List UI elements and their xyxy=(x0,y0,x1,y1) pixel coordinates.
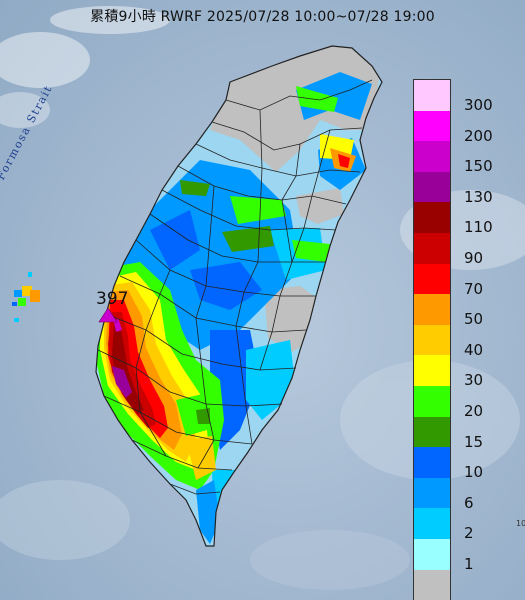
legend-level-label: 15 xyxy=(464,432,484,451)
legend-swatch xyxy=(414,508,450,539)
rainfall-legend xyxy=(413,79,451,600)
legend-swatch xyxy=(414,569,450,600)
legend-level-label: 2 xyxy=(464,524,474,543)
legend-swatch xyxy=(414,294,450,325)
legend-swatch xyxy=(414,141,450,172)
legend-swatch xyxy=(414,538,450,570)
legend-swatch xyxy=(414,80,450,111)
legend-level-label: 70 xyxy=(464,279,484,298)
max-rainfall-value: 397 xyxy=(96,289,129,309)
legend-swatch xyxy=(414,202,450,233)
legend-swatch xyxy=(414,171,450,203)
legend-swatch xyxy=(414,324,450,356)
legend-level-label: 20 xyxy=(464,402,484,420)
legend-swatch xyxy=(414,232,450,264)
penghu-islands xyxy=(12,272,40,322)
legend-level-label: 300 xyxy=(464,96,493,114)
satellite-cloud-layer xyxy=(0,6,525,590)
legend-level-label: 30 xyxy=(464,371,484,390)
legend-level-label: 10 xyxy=(464,463,484,482)
max-rainfall-marker-icon xyxy=(98,307,118,323)
legend-level-label: 130 xyxy=(464,187,493,206)
legend-swatch xyxy=(414,355,450,386)
legend-swatch xyxy=(414,110,450,142)
legend-swatch xyxy=(414,263,450,295)
legend-swatch xyxy=(414,447,450,478)
legend-swatch xyxy=(414,477,450,509)
legend-level-label: 200 xyxy=(464,126,493,145)
district-boundaries xyxy=(97,79,373,495)
legend-level-label: 90 xyxy=(464,249,484,267)
legend-level-label: 110 xyxy=(464,218,493,237)
legend-swatch xyxy=(414,416,450,448)
legend-level-label: 1 xyxy=(464,555,474,573)
legend-level-label: 50 xyxy=(464,310,484,329)
legend-level-label: 150 xyxy=(464,157,493,176)
legend-level-label: 40 xyxy=(464,340,484,359)
map-title: 累積9小時 RWRF 2025/07/28 10:00~07/28 19:00 xyxy=(90,9,435,25)
legend-level-label: 6 xyxy=(464,493,474,512)
legend-swatch xyxy=(414,385,450,417)
taiwan-coastline xyxy=(95,45,383,547)
edge-label: 10 xyxy=(516,519,525,528)
